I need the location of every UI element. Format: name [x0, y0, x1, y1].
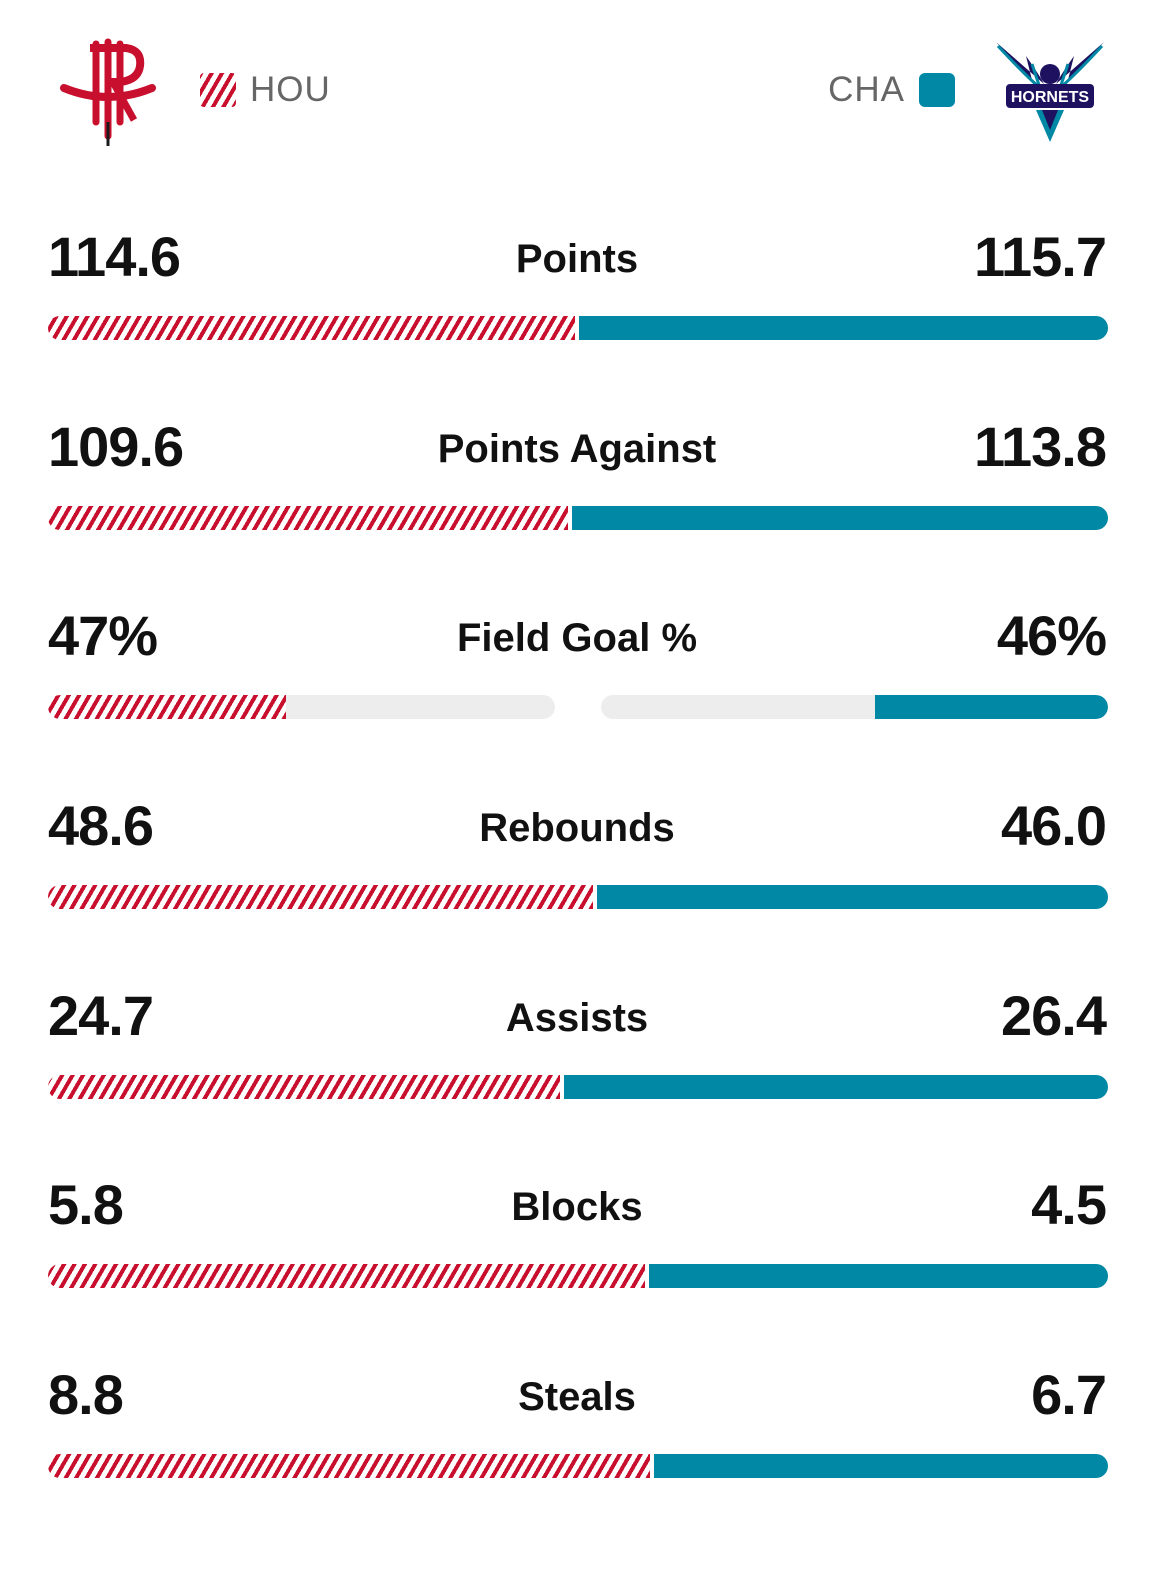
header: HOU CHA HORNETS	[0, 0, 1170, 170]
hou-bar	[48, 316, 576, 340]
hornets-wordmark: HORNETS	[1011, 89, 1090, 106]
stat-label: Field Goal %	[456, 616, 698, 661]
hou-swatch-icon	[200, 73, 236, 107]
rockets-logo-icon	[60, 38, 156, 146]
legend-cha-label: CHA	[828, 70, 905, 109]
hou-value: 47%	[48, 604, 158, 668]
hou-value: 5.8	[48, 1173, 124, 1237]
cha-value: 4.5	[1031, 1173, 1107, 1237]
hou-bar	[48, 1074, 561, 1099]
comparison-bar	[48, 505, 1108, 530]
hou-track	[48, 695, 555, 720]
cha-value: 46.0	[1001, 794, 1107, 858]
cha-bar	[653, 1454, 1108, 1479]
comparison-bar	[48, 1264, 1108, 1289]
cha-bar	[596, 885, 1108, 910]
hou-bar	[48, 885, 593, 910]
comparison-bar	[48, 695, 1108, 720]
cha-bar	[572, 505, 1108, 530]
comparison-bar	[48, 1074, 1108, 1099]
hou-value: 114.6	[48, 225, 181, 288]
cha-value: 26.4	[1001, 983, 1107, 1047]
stat-row: 114.6 Points 115.7	[0, 190, 1170, 380]
cha-value: 6.7	[1031, 1363, 1107, 1427]
hou-value: 8.8	[48, 1363, 124, 1427]
hou-bar	[48, 505, 569, 530]
legend-cha: CHA	[828, 70, 955, 110]
comparison-bar	[48, 1454, 1108, 1479]
hou-bar	[48, 695, 287, 720]
cha-value: 115.7	[973, 225, 1107, 288]
cha-value: 46%	[996, 604, 1107, 668]
cha-bar	[564, 1074, 1108, 1099]
cha-track	[601, 695, 1108, 720]
legend-hou: HOU	[200, 70, 331, 110]
cha-bar	[579, 316, 1108, 340]
stat-label: Steals	[518, 1375, 636, 1420]
hornets-logo-icon: HORNETS	[996, 42, 1104, 142]
hou-value: 48.6	[48, 794, 154, 858]
stat-label: Blocks	[511, 1185, 643, 1230]
stat-row: 48.6 Rebounds 46.0	[0, 759, 1170, 949]
legend-hou-label: HOU	[250, 70, 331, 109]
stat-row: 5.8 Blocks 4.5	[0, 1138, 1170, 1328]
stat-row: 47% Field Goal % 46%	[0, 569, 1170, 759]
cha-swatch-icon	[919, 73, 955, 107]
stat-row: 109.6 Points Against 113.8	[0, 380, 1170, 570]
cha-value: 113.8	[973, 414, 1107, 478]
cha-bar	[648, 1264, 1108, 1289]
cha-bar	[874, 695, 1108, 720]
stat-label: Rebounds	[479, 806, 675, 851]
comparison-bar	[48, 316, 1108, 340]
hou-bar	[48, 1264, 645, 1289]
stat-row: 8.8 Steals 6.7	[0, 1328, 1170, 1518]
stats-list: 114.6 Points 115.7 109.6 Points Against 113.8…	[0, 190, 1170, 1518]
hou-bar	[48, 1454, 650, 1479]
hou-value: 24.7	[48, 983, 154, 1047]
stat-label: Points	[515, 237, 639, 281]
stat-label: Points Against	[437, 426, 717, 471]
stat-row: 24.7 Assists 26.4	[0, 949, 1170, 1139]
stat-label: Assists	[505, 995, 649, 1040]
hou-value: 109.6	[48, 414, 184, 478]
comparison-bar	[48, 885, 1108, 910]
